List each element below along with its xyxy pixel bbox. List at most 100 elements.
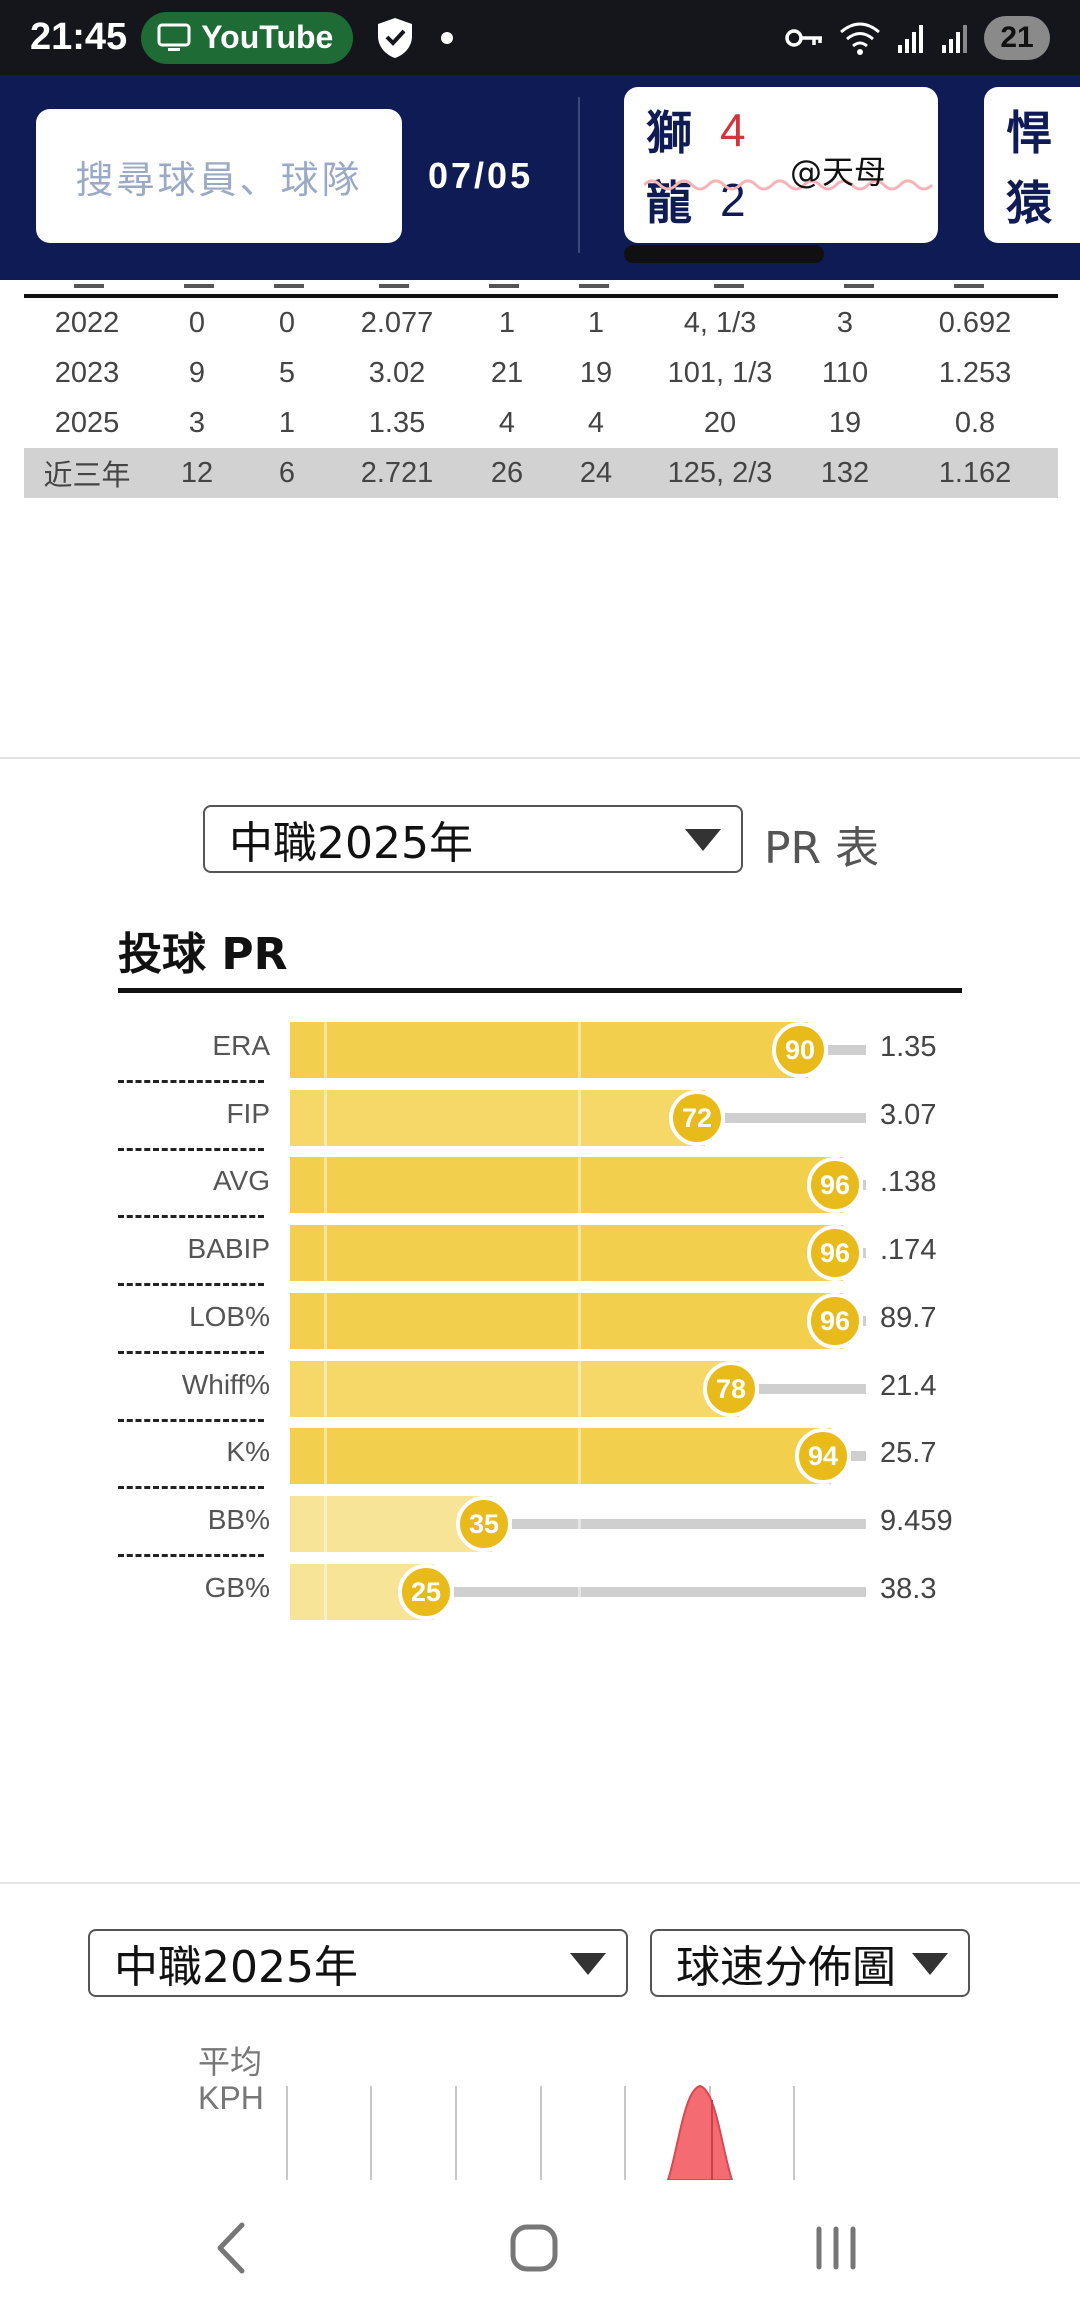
pitching-stats-table: 2022 0 0 2.077 1 1 4, 1/3 3 0.692 2023 9 5 3.02 21 19 1…: [24, 298, 1058, 498]
pr-bar-gridline: [578, 1428, 581, 1484]
chevron-down-icon: [685, 829, 721, 851]
speed-gridline: [624, 2086, 626, 2180]
pr-percentile-badge: 35: [456, 1496, 512, 1552]
pr-row-babip: BABIP 96 .174: [0, 1215, 1080, 1286]
recents-button[interactable]: [756, 2180, 916, 2316]
pr-bar-gridline: [324, 1022, 327, 1078]
pr-metric-value: 1.35: [880, 1031, 937, 1063]
table-cell: 1: [587, 306, 605, 339]
pr-row-separator: [118, 1419, 264, 1422]
table-cell: 0.692: [938, 306, 1012, 339]
pr-title-underline: [118, 988, 962, 993]
pr-metric-value: 25.7: [880, 1437, 937, 1469]
table-cell: 5: [278, 356, 296, 389]
games-scroll-indicator[interactable]: [624, 245, 824, 263]
back-chevron-icon: [217, 2222, 245, 2274]
table-cell: 101, 1/3: [667, 356, 773, 389]
cast-screen-icon: [157, 23, 191, 51]
pr-percentile-badge: 96: [807, 1157, 863, 1213]
section-divider: [0, 1882, 1080, 1884]
table-cell: 125, 2/3: [642, 448, 798, 498]
pr-row-separator: [118, 1283, 264, 1286]
pr-season-select[interactable]: 中職2025年: [203, 805, 743, 873]
pr-track: [512, 1519, 866, 1529]
table-cell: 1.35: [368, 406, 426, 439]
pr-title: 投球 PR: [118, 929, 288, 980]
pr-bar-gridline: [578, 1564, 581, 1620]
pr-percentile-badge: 94: [795, 1428, 851, 1484]
pr-row-lob-pct: LOB% 96 89.7: [0, 1283, 1080, 1354]
pr-bar-gridline: [578, 1293, 581, 1349]
pr-row-bb-pct: BB% 35 9.459: [0, 1486, 1080, 1557]
table-cell: 3.02: [368, 356, 426, 389]
pr-metric-name: FIP: [226, 1098, 270, 1129]
signal-icon-2: [942, 24, 967, 53]
pr-bar-gridline: [324, 1157, 327, 1213]
pr-percentile-badge: 90: [772, 1022, 828, 1078]
team-name: 獅: [646, 106, 692, 160]
pr-row-fip: FIP 72 3.07: [0, 1080, 1080, 1151]
pr-metric-value: 89.7: [880, 1302, 937, 1334]
app-header: 搜尋球員、球隊 07/05 獅 4 龍 2 @天母 悍 1 猿: [0, 75, 1080, 280]
game-team1-row: 悍 1: [1006, 97, 1080, 163]
table-row: 2025 3 1 1.35 4 4 20 19 0.8: [24, 398, 1058, 448]
pr-metric-name: Whiff%: [181, 1369, 270, 1400]
game-card[interactable]: 悍 1 猿: [984, 87, 1080, 243]
table-cell: 2.077: [360, 306, 434, 339]
header-separator: [578, 97, 580, 253]
speed-gridline: [455, 2086, 457, 2180]
speed-distribution-curve: [666, 2084, 734, 2180]
team-name: 猿: [1006, 176, 1052, 230]
pr-bar-gridline: [324, 1293, 327, 1349]
team-name: 悍: [1006, 106, 1052, 160]
pr-row-separator: [118, 1148, 264, 1151]
pr-bar: [290, 1225, 843, 1281]
pr-metric-value: 9.459: [880, 1505, 953, 1537]
speed-gridline: [286, 2086, 288, 2180]
pr-row-avg: AVG 96 .138: [0, 1147, 1080, 1218]
pr-metric-name: BB%: [207, 1504, 270, 1535]
table-cell: 9: [188, 356, 206, 389]
home-button[interactable]: [454, 2180, 614, 2316]
pr-bar-gridline: [578, 1157, 581, 1213]
stats-table-body: 2022 0 0 2.077 1 1 4, 1/3 3 0.692 2023 9 5 3.02 21 19 1…: [24, 298, 1058, 498]
signal-icon: [898, 24, 923, 53]
pr-metric-name: LOB%: [189, 1301, 270, 1332]
table-cell: 4: [587, 406, 605, 439]
pr-metric-value: .138: [880, 1166, 937, 1198]
pr-track: [863, 1180, 866, 1190]
pr-bar-gridline: [578, 1090, 581, 1146]
speed-gridline: [793, 2086, 795, 2180]
pr-track: [828, 1045, 866, 1055]
back-button[interactable]: [152, 2180, 312, 2316]
chart-type-select[interactable]: 球速分佈圖: [650, 1929, 970, 1997]
table-cell: 3: [836, 306, 854, 339]
table-cell: 2022: [54, 306, 120, 339]
pr-track: [851, 1451, 866, 1461]
pr-metric-name: K%: [226, 1436, 270, 1467]
pr-bar: [290, 1293, 843, 1349]
speed-axis-label: 平均 KPH: [198, 2044, 264, 2116]
table-cell: 0: [188, 306, 206, 339]
search-input[interactable]: 搜尋球員、球隊: [36, 109, 402, 243]
pr-metric-name: GB%: [204, 1572, 270, 1603]
pr-percentile-badge: 78: [703, 1361, 759, 1417]
table-row: 2022 0 0 2.077 1 1 4, 1/3 3 0.692: [24, 298, 1058, 348]
youtube-cast-pill[interactable]: YouTube: [141, 11, 354, 64]
team-name: 龍: [646, 176, 692, 230]
table-row: 2023 9 5 3.02 21 19 101, 1/3 110 1.253: [24, 348, 1058, 398]
pr-bar-gridline: [324, 1496, 327, 1552]
pr-season-value: 中職2025年: [229, 818, 473, 869]
system-nav-bar: [0, 2180, 1080, 2316]
pr-percentile-badge: 96: [807, 1293, 863, 1349]
home-square-icon: [510, 2224, 558, 2272]
pr-track: [454, 1587, 866, 1597]
pr-row-separator: [118, 1554, 264, 1557]
speed-season-select[interactable]: 中職2025年: [88, 1929, 628, 1997]
status-time: 21:45: [30, 16, 128, 58]
pr-row-separator: [118, 1486, 264, 1489]
game-card[interactable]: 獅 4 龍 2 @天母: [624, 87, 938, 243]
table-cell: 19: [828, 406, 862, 439]
header-date[interactable]: 07/05: [428, 155, 534, 196]
